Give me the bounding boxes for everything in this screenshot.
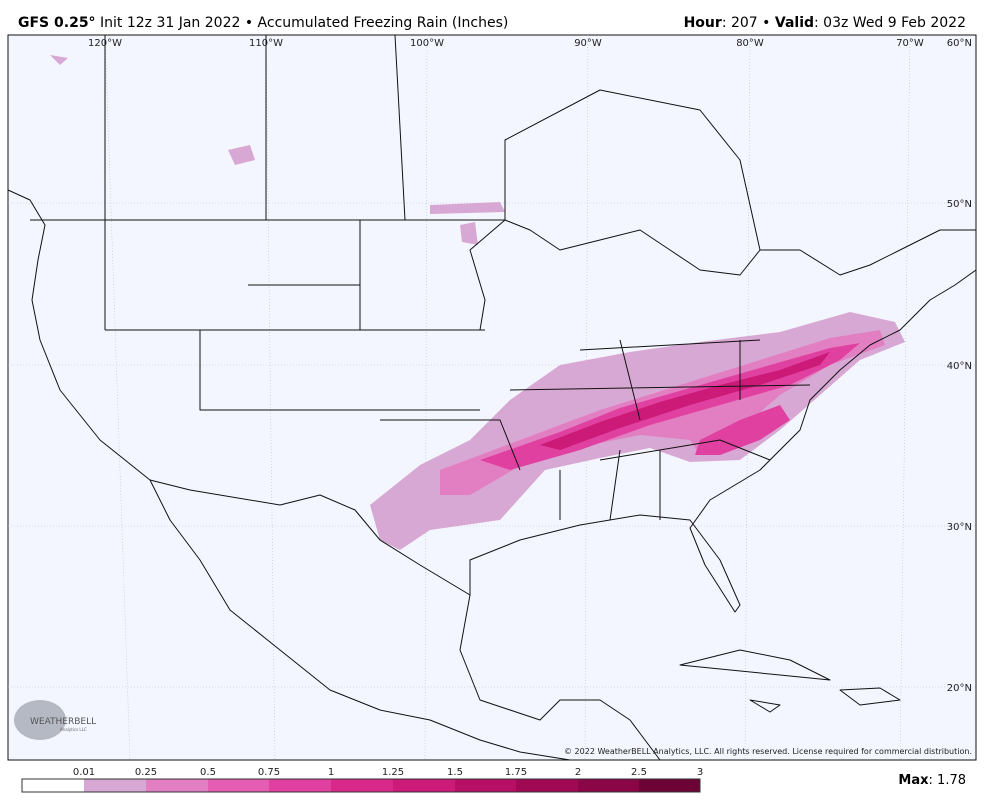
colorbar: 0.01 0.25 0.5 0.75 1 1.25 1.5 1.75 2 2.5… <box>21 767 703 793</box>
legend-tick: 2 <box>575 767 581 778</box>
max: Max: 1.78 <box>898 773 966 788</box>
lat-label: 60°N <box>947 38 972 49</box>
logo-globe <box>14 700 66 740</box>
legend-tick: 1.75 <box>505 767 527 778</box>
legend-tick: 0.25 <box>135 767 157 778</box>
valid-label: Valid <box>775 15 814 31</box>
lat-label: 50°N <box>947 199 972 210</box>
legend-tick: 1.5 <box>447 767 463 778</box>
header-right: Hour: 207 • Valid: 03z Wed 9 Feb 2022 <box>684 15 966 31</box>
model: GFS 0.25° <box>18 15 96 31</box>
lon-label: 90°W <box>574 38 602 49</box>
lon-label: 80°W <box>736 38 764 49</box>
legend-tick: 1.25 <box>382 767 404 778</box>
lon-label: 120°W <box>88 38 122 49</box>
lon-label: 100°W <box>410 38 444 49</box>
coastlines-borders <box>7 34 977 761</box>
legend-tick: 0.5 <box>200 767 216 778</box>
map: 120°W 110°W 100°W 90°W 80°W 70°W 60°N 50… <box>7 34 977 761</box>
header-left: GFS 0.25° Init 12z 31 Jan 2022 • Accumul… <box>18 15 508 31</box>
legend-tick: 2.5 <box>631 767 647 778</box>
lat-label: 40°N <box>947 361 972 372</box>
legend-tick: 0.01 <box>73 767 95 778</box>
hour-label: Hour <box>684 15 722 31</box>
logo: WEATHERBELL Analytics LLC <box>14 700 96 740</box>
copyright: © 2022 WeatherBELL Analytics, LLC. All r… <box>564 747 972 756</box>
legend-tick: 3 <box>697 767 703 778</box>
lat-label: 20°N <box>947 683 972 694</box>
logo-sub: Analytics LLC <box>60 727 87 732</box>
max-label: Max <box>898 773 929 788</box>
logo-name: WEATHERBELL <box>30 717 96 727</box>
lon-label: 110°W <box>249 38 283 49</box>
valid-value: : 03z Wed 9 Feb 2022 <box>814 15 966 31</box>
legend-tick: 0.75 <box>258 767 280 778</box>
lon-label: 70°W <box>896 38 924 49</box>
legend-tick: 1 <box>328 767 334 778</box>
freezing-rain <box>50 55 905 550</box>
hour-value: : 207 • <box>722 15 771 31</box>
init: Init 12z 31 Jan 2022 • Accumulated Freez… <box>100 15 508 31</box>
map-frame <box>7 34 977 761</box>
graticule-labels: 120°W 110°W 100°W 90°W 80°W 70°W 60°N 50… <box>88 38 972 694</box>
lat-label: 30°N <box>947 522 972 533</box>
max-value: : 1.78 <box>929 773 966 788</box>
